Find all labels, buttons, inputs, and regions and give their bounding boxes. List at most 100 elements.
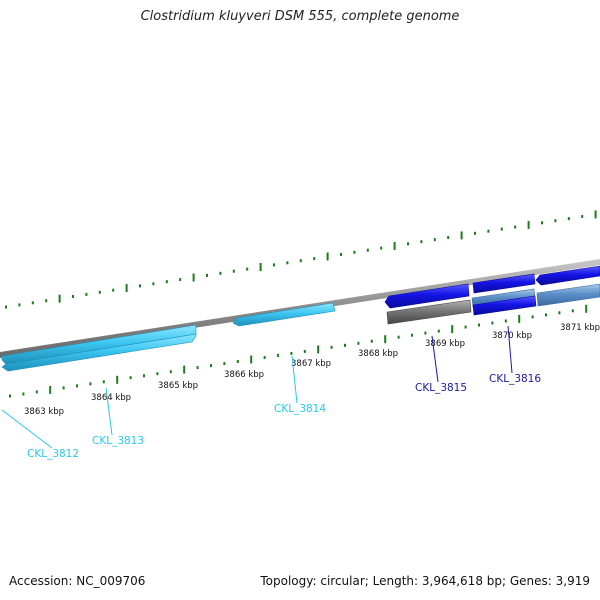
gene-arrow-blue-lower[interactable]	[472, 295, 537, 316]
minor-tick	[89, 382, 92, 386]
gene-arrow-blue-right-upper[interactable]	[535, 265, 600, 286]
minor-tick	[545, 313, 547, 317]
minor-tick	[437, 329, 440, 333]
major-tick	[594, 210, 597, 219]
minor-tick	[35, 390, 38, 394]
minor-tick	[571, 309, 574, 313]
minor-tick	[246, 267, 249, 271]
major-tick	[116, 375, 119, 384]
genome-title: Clostridium kluyveri DSM 555, complete g…	[140, 9, 460, 24]
minor-tick	[500, 227, 503, 231]
minor-tick	[139, 284, 141, 288]
leader-line-ckl-3816	[507, 325, 513, 374]
minor-tick	[504, 319, 507, 323]
gene-label-ckl-3814[interactable]: CKL_3814	[274, 403, 326, 415]
upper-tick-row	[5, 210, 597, 309]
major-tick	[58, 294, 61, 303]
minor-tick	[152, 282, 155, 286]
minor-tick	[353, 250, 356, 254]
minor-tick	[541, 221, 543, 225]
gene-labels: CKL_3812 CKL_3813 CKL_3814 CKL_3815 CKL_…	[27, 373, 541, 460]
minor-tick	[558, 311, 561, 315]
major-tick	[259, 263, 262, 271]
minor-tick	[357, 341, 360, 345]
minor-tick	[72, 295, 74, 298]
minor-tick	[62, 386, 65, 390]
minor-tick	[236, 360, 239, 363]
gene-arrow-steel-right[interactable]	[536, 283, 600, 307]
major-tick	[250, 355, 253, 364]
leader-line-ckl-3813	[105, 387, 113, 436]
major-tick	[326, 252, 329, 261]
minor-tick	[273, 263, 275, 267]
major-tick	[518, 314, 521, 323]
minor-tick	[581, 215, 584, 218]
ruler-label: 3868 kbp	[358, 349, 398, 359]
minor-tick	[411, 333, 413, 337]
accession-text: Accession: NC_009706	[9, 574, 146, 588]
major-tick	[192, 273, 195, 282]
lower-tick-row	[9, 304, 588, 398]
leader-line-ckl-3812	[1, 409, 53, 449]
minor-tick	[290, 351, 293, 355]
major-tick	[451, 325, 454, 334]
minor-tick	[407, 242, 409, 246]
minor-tick	[156, 372, 159, 376]
minor-tick	[179, 278, 182, 282]
minor-tick	[165, 280, 168, 284]
minor-tick	[22, 392, 25, 396]
gene-label-ckl-3816[interactable]: CKL_3816	[489, 373, 541, 385]
minor-tick	[424, 331, 427, 335]
major-tick	[125, 284, 128, 293]
minor-tick	[5, 305, 7, 309]
gene-arrow-ckl-3816[interactable]	[472, 273, 536, 294]
gene-arrow-ckl-3812-part[interactable]	[1, 324, 197, 365]
gene-label-ckl-3815[interactable]: CKL_3815	[415, 382, 467, 394]
gene-arrow-grey[interactable]	[386, 299, 472, 325]
minor-tick	[232, 269, 235, 273]
minor-tick	[98, 290, 101, 294]
gene-label-ckl-3812[interactable]: CKL_3812	[27, 448, 79, 460]
minor-tick	[169, 370, 172, 374]
major-tick	[183, 365, 186, 374]
ruler-labels: 3863 kbp 3864 kbp 3865 kbp 3866 kbp 3867…	[24, 323, 600, 417]
minor-tick	[420, 240, 423, 244]
minor-tick	[286, 261, 289, 265]
minor-tick	[567, 217, 570, 221]
ruler-label: 3867 kbp	[291, 359, 331, 369]
genome-summary-text: Topology: circular; Length: 3,964,618 bp…	[260, 574, 590, 588]
gene-arrow-ckl-3814[interactable]	[232, 302, 336, 327]
minor-tick	[219, 271, 222, 275]
minor-tick	[340, 252, 342, 256]
minor-tick	[478, 323, 480, 327]
ruler-label: 3866 kbp	[224, 370, 264, 380]
minor-tick	[263, 356, 266, 359]
minor-tick	[210, 364, 212, 368]
minor-tick	[474, 231, 476, 235]
minor-tick	[447, 236, 450, 239]
major-tick	[527, 220, 530, 229]
minor-tick	[45, 299, 48, 303]
minor-tick	[299, 259, 302, 263]
ruler-label: 3871 kbp	[560, 323, 600, 333]
minor-tick	[313, 257, 316, 261]
minor-tick	[31, 301, 34, 305]
gene-label-ckl-3813[interactable]: CKL_3813	[92, 435, 144, 447]
gene-arrow-ckl-3815-upper[interactable]	[384, 283, 470, 309]
minor-tick	[330, 345, 333, 349]
ruler-label: 3864 kbp	[91, 393, 131, 403]
minor-tick	[487, 229, 490, 233]
ruler-label: 3865 kbp	[158, 381, 198, 391]
minor-tick	[9, 394, 11, 398]
ruler-label: 3870 kbp	[492, 331, 532, 341]
leader-line-ckl-3814	[291, 355, 298, 404]
minor-tick	[433, 238, 436, 242]
minor-tick	[531, 315, 534, 319]
ruler-label: 3863 kbp	[24, 407, 64, 417]
minor-tick	[102, 380, 105, 384]
minor-tick	[370, 339, 373, 343]
minor-tick	[464, 325, 467, 329]
gene-leader-lines	[1, 325, 513, 449]
minor-tick	[143, 374, 145, 378]
minor-tick	[491, 321, 494, 325]
